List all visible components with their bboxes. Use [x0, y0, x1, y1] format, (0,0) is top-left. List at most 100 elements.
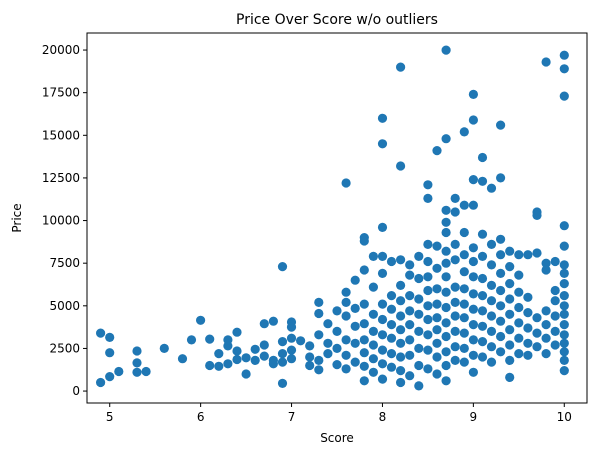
data-point [132, 367, 142, 377]
data-point [505, 325, 515, 335]
data-point [423, 301, 433, 311]
data-point [559, 279, 569, 289]
data-point [496, 268, 506, 278]
data-point [468, 272, 478, 282]
data-point [432, 284, 442, 294]
data-point [105, 332, 115, 342]
data-point [514, 349, 524, 359]
data-point [105, 348, 115, 358]
data-point [423, 239, 433, 249]
data-point [468, 200, 478, 210]
data-point [305, 352, 315, 362]
data-point [277, 378, 288, 388]
x-tick-label: 7 [288, 410, 296, 424]
data-point [241, 353, 251, 363]
data-point [505, 279, 515, 289]
data-point [514, 250, 524, 260]
data-point [396, 255, 406, 265]
data-point [141, 366, 151, 377]
x-tick-label: 8 [379, 410, 387, 424]
data-point [105, 372, 115, 382]
data-point [359, 376, 369, 386]
data-point [468, 350, 478, 360]
x-tick-label: 9 [470, 410, 478, 424]
x-tick-label: 6 [197, 410, 205, 424]
data-point [177, 354, 188, 364]
data-point [459, 200, 469, 210]
data-point [314, 297, 324, 307]
data-point [523, 308, 533, 318]
data-point [441, 227, 451, 238]
data-point [450, 355, 460, 365]
data-point [414, 273, 424, 284]
data-point [441, 287, 451, 297]
data-point [441, 45, 451, 55]
data-point [332, 326, 342, 336]
y-tick-label: 20000 [42, 43, 80, 57]
data-point [414, 381, 424, 391]
data-point [523, 250, 533, 260]
data-point [486, 357, 497, 367]
data-point [450, 193, 460, 203]
data-point [386, 304, 397, 314]
data-point [496, 347, 506, 357]
data-point [459, 343, 469, 353]
data-point [477, 306, 488, 316]
data-point [423, 285, 433, 296]
data-point [505, 309, 515, 319]
points-layer [96, 45, 569, 391]
data-point [232, 346, 242, 356]
data-point [368, 340, 378, 350]
data-point [386, 333, 397, 343]
y-tick-label: 2500 [49, 341, 80, 355]
data-point [496, 285, 506, 296]
data-point [468, 89, 478, 99]
data-point [441, 318, 451, 328]
data-point [314, 308, 324, 319]
data-point [496, 173, 506, 183]
data-point [386, 291, 397, 301]
data-point [359, 319, 369, 329]
data-point [341, 350, 351, 360]
data-point [296, 336, 306, 346]
chart-title: Price Over Score w/o outliers [236, 12, 438, 28]
data-point [314, 365, 324, 375]
data-point [368, 326, 378, 336]
data-point [232, 327, 242, 337]
data-point [432, 338, 442, 348]
data-point [559, 268, 569, 278]
data-point [305, 341, 315, 351]
data-point [559, 91, 569, 101]
data-point [450, 311, 460, 321]
data-point [559, 309, 569, 319]
x-ticks: 5 6 7 8 9 10 [106, 403, 572, 424]
data-point [559, 64, 569, 74]
data-point [423, 345, 433, 355]
data-point [377, 314, 388, 325]
data-point [559, 347, 569, 357]
data-point [459, 227, 469, 238]
data-point [196, 315, 206, 325]
data-point [441, 246, 451, 256]
data-point [505, 355, 515, 365]
data-point [496, 301, 506, 311]
data-point [323, 349, 333, 359]
data-point [396, 377, 406, 388]
data-point [477, 321, 488, 331]
data-point [386, 256, 397, 267]
data-point [423, 256, 433, 267]
data-point [459, 284, 469, 294]
data-point [432, 263, 442, 273]
data-point [532, 342, 542, 352]
data-point [277, 337, 288, 347]
data-point [486, 280, 497, 290]
data-point [414, 343, 424, 353]
data-point [368, 282, 378, 292]
data-point [114, 366, 124, 377]
data-point [359, 348, 369, 358]
plot-frame [86, 32, 588, 404]
data-point [486, 260, 497, 270]
data-point [468, 289, 478, 299]
data-point [432, 325, 442, 335]
